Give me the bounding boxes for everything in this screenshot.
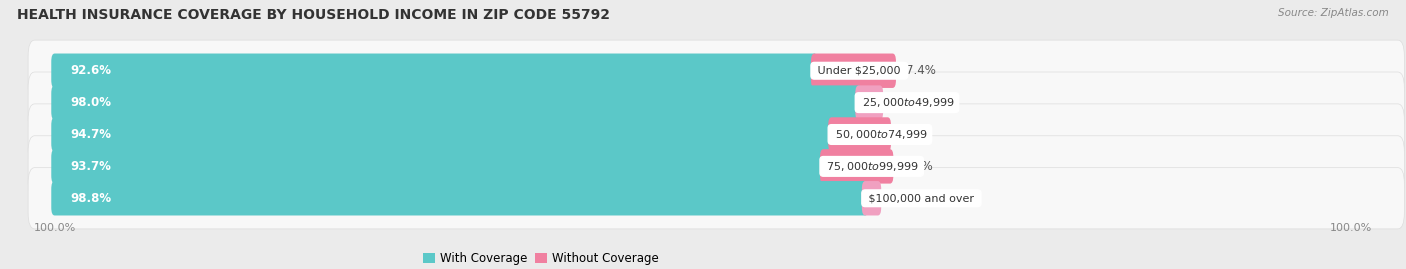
Text: 6.3%: 6.3%	[903, 160, 934, 173]
Text: Under $25,000: Under $25,000	[814, 66, 904, 76]
FancyBboxPatch shape	[51, 117, 835, 152]
FancyBboxPatch shape	[28, 72, 1405, 133]
FancyBboxPatch shape	[28, 168, 1405, 229]
FancyBboxPatch shape	[28, 104, 1405, 165]
Text: 2.0%: 2.0%	[893, 96, 922, 109]
Text: 92.6%: 92.6%	[70, 64, 111, 77]
FancyBboxPatch shape	[51, 54, 818, 88]
FancyBboxPatch shape	[855, 85, 883, 120]
Text: 98.0%: 98.0%	[70, 96, 111, 109]
Text: Source: ZipAtlas.com: Source: ZipAtlas.com	[1278, 8, 1389, 18]
Text: 98.8%: 98.8%	[70, 192, 111, 205]
FancyBboxPatch shape	[811, 54, 896, 88]
FancyBboxPatch shape	[51, 85, 862, 120]
Text: 7.4%: 7.4%	[905, 64, 936, 77]
FancyBboxPatch shape	[28, 136, 1405, 197]
FancyBboxPatch shape	[28, 40, 1405, 101]
Text: $75,000 to $99,999: $75,000 to $99,999	[824, 160, 920, 173]
Text: 5.3%: 5.3%	[901, 128, 931, 141]
FancyBboxPatch shape	[820, 149, 893, 184]
Text: 93.7%: 93.7%	[70, 160, 111, 173]
Legend: With Coverage, Without Coverage: With Coverage, Without Coverage	[419, 247, 664, 269]
Text: HEALTH INSURANCE COVERAGE BY HOUSEHOLD INCOME IN ZIP CODE 55792: HEALTH INSURANCE COVERAGE BY HOUSEHOLD I…	[17, 8, 610, 22]
Text: $50,000 to $74,999: $50,000 to $74,999	[831, 128, 928, 141]
FancyBboxPatch shape	[862, 181, 882, 215]
Text: 94.7%: 94.7%	[70, 128, 111, 141]
FancyBboxPatch shape	[51, 149, 827, 184]
Text: $25,000 to $49,999: $25,000 to $49,999	[859, 96, 955, 109]
FancyBboxPatch shape	[828, 117, 891, 152]
Text: $100,000 and over: $100,000 and over	[865, 193, 977, 203]
FancyBboxPatch shape	[51, 181, 869, 215]
Text: 1.2%: 1.2%	[891, 192, 921, 205]
